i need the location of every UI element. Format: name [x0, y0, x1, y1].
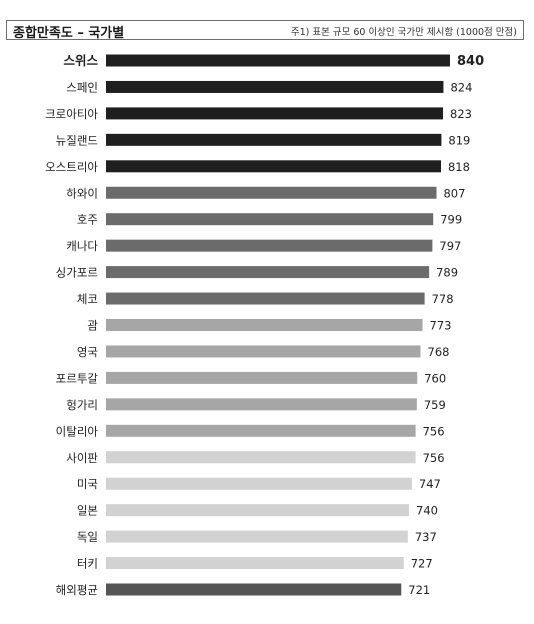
bar	[106, 80, 444, 93]
bar	[106, 398, 417, 411]
bar	[106, 371, 418, 384]
bar	[106, 583, 402, 596]
category-label: 호주	[77, 213, 98, 227]
bar	[106, 266, 430, 279]
bar	[106, 160, 441, 173]
bar	[106, 107, 444, 120]
bar	[106, 292, 425, 305]
bar	[106, 424, 416, 437]
category-label: 미국	[77, 477, 98, 491]
value-label: 759	[424, 398, 446, 412]
category-label: 스페인	[66, 80, 98, 94]
bar	[106, 451, 416, 464]
bar	[106, 504, 410, 517]
value-label: 760	[424, 371, 446, 385]
value-label: 773	[430, 319, 452, 333]
category-label: 일본	[77, 504, 98, 518]
category-label: 하와이	[66, 186, 98, 200]
value-label: 789	[436, 266, 458, 280]
value-label: 721	[408, 583, 430, 597]
category-label: 괌	[87, 319, 98, 333]
value-label: 747	[419, 477, 441, 491]
value-label: 824	[450, 80, 472, 94]
value-label: 778	[432, 292, 454, 306]
value-label: 737	[415, 530, 437, 544]
bar	[106, 186, 437, 199]
category-label: 크로아티아	[45, 107, 98, 121]
value-label: 768	[428, 345, 450, 359]
chart-note: 주1) 표본 규모 60 이상인 국가만 제시함 (1000점 만점)	[290, 27, 517, 38]
category-label: 뉴질랜드	[56, 133, 98, 147]
category-label: 해외평균	[56, 583, 98, 597]
value-label: 756	[423, 424, 445, 438]
category-label: 사이판	[66, 451, 98, 465]
category-label: 스위스	[63, 53, 98, 68]
value-label: 740	[416, 504, 438, 518]
bar	[106, 213, 434, 226]
category-label: 오스트리아	[45, 160, 98, 174]
value-label: 819	[448, 133, 470, 147]
bar	[106, 54, 450, 67]
value-label: 727	[411, 557, 433, 571]
bar	[106, 530, 408, 543]
bar	[106, 557, 404, 570]
value-label: 756	[423, 451, 445, 465]
chart-header: 종합만족도 – 국가별 주1) 표본 규모 60 이상인 국가만 제시함 (10…	[6, 20, 524, 41]
value-label: 823	[450, 107, 472, 121]
bar	[106, 239, 433, 252]
category-label: 독일	[77, 530, 98, 544]
chart-title: 종합만족도 – 국가별	[13, 26, 125, 41]
bar	[106, 477, 412, 490]
value-label: 840	[457, 54, 484, 69]
category-label: 포르투갈	[56, 371, 99, 385]
value-label: 799	[440, 213, 462, 227]
category-label: 이탈리아	[56, 424, 99, 438]
bar	[106, 133, 442, 146]
category-label: 터키	[77, 557, 98, 571]
value-label: 797	[439, 239, 461, 253]
category-label: 캐나다	[66, 239, 98, 253]
value-label: 818	[448, 160, 470, 174]
category-label: 싱가포르	[56, 266, 98, 280]
category-label: 영국	[77, 345, 98, 359]
category-label: 헝가리	[66, 398, 98, 412]
value-label: 807	[443, 186, 465, 200]
category-label: 체코	[77, 292, 98, 306]
bar	[106, 345, 421, 358]
bar	[106, 319, 423, 331]
